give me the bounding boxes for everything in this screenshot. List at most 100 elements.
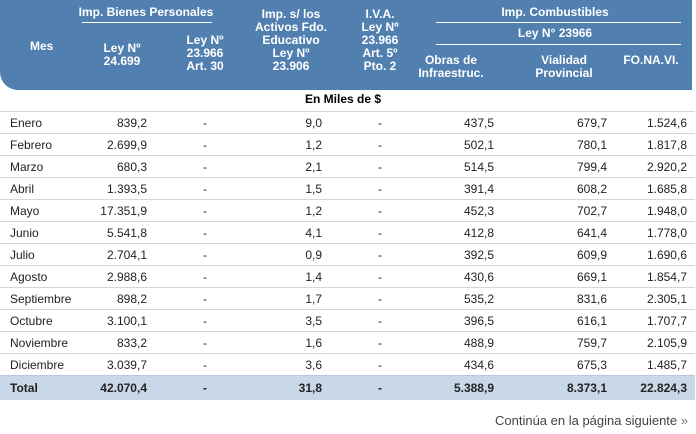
- table-row: Noviembre 833,2-1,6-488,9 759,7 2.105,9: [0, 331, 695, 354]
- table-row: Febrero 2.699,9-1,2-502,1 780,1 1.817,8: [0, 133, 695, 156]
- value-cell: 31,8: [255, 375, 330, 400]
- value-cell: -: [155, 265, 255, 288]
- month-cell: Octubre: [0, 309, 78, 332]
- value-cell: 42.070,4: [78, 375, 155, 400]
- value-cell: -: [330, 155, 430, 178]
- value-cell: 616,1: [502, 309, 615, 332]
- value-cell: 391,4: [430, 177, 502, 200]
- month-cell: Julio: [0, 243, 78, 266]
- value-cell: 1.817,8: [615, 133, 695, 156]
- value-cell: 0,9: [255, 243, 330, 266]
- header-activos: Imp. s/ los Activos Fdo. Educativo Ley Nº 23…: [254, 7, 328, 73]
- month-cell: Diciembre: [0, 353, 78, 376]
- divider: [436, 22, 681, 23]
- value-cell: -: [155, 243, 255, 266]
- value-cell: -: [330, 133, 430, 156]
- value-cell: 430,6: [430, 265, 502, 288]
- value-cell: -: [155, 221, 255, 244]
- header-obras: Obras de Infraestruc.: [418, 53, 484, 80]
- value-cell: 1,2: [255, 133, 330, 156]
- value-cell: 679,7: [502, 111, 615, 134]
- table-row: Septiembre 898,2-1,7-535,2 831,6 2.305,1: [0, 287, 695, 310]
- table-row: Mayo 17.351,9-1,2-452,3 702,7 1.948,0: [0, 199, 695, 222]
- double-chevron-right-icon: »: [680, 413, 688, 428]
- value-cell: -: [330, 375, 430, 400]
- value-cell: 1.485,7: [615, 353, 695, 376]
- value-cell: 3.039,7: [78, 353, 155, 376]
- value-cell: 675,3: [502, 353, 615, 376]
- header-bienes-ley1: Ley Nº 24.699: [103, 41, 141, 68]
- value-cell: -: [155, 375, 255, 400]
- value-cell: 2.704,1: [78, 243, 155, 266]
- value-cell: 898,2: [78, 287, 155, 310]
- month-cell: Junio: [0, 221, 78, 244]
- value-cell: 514,5: [430, 155, 502, 178]
- value-cell: -: [330, 287, 430, 310]
- value-cell: 3,6: [255, 353, 330, 376]
- month-cell: Septiembre: [0, 287, 78, 310]
- value-cell: -: [330, 331, 430, 354]
- value-cell: 1,5: [255, 177, 330, 200]
- table-row: Julio 2.704,1-0,9-392,5 609,9 1.690,6: [0, 243, 695, 266]
- value-cell: -: [155, 177, 255, 200]
- value-cell: 3.100,1: [78, 309, 155, 332]
- value-cell: -: [155, 331, 255, 354]
- value-cell: 833,2: [78, 331, 155, 354]
- value-cell: -: [330, 309, 430, 332]
- value-cell: 1.393,5: [78, 177, 155, 200]
- value-cell: 1.707,7: [615, 309, 695, 332]
- value-cell: 2.988,6: [78, 265, 155, 288]
- header-vialidad: Vialidad Provincial: [535, 53, 593, 80]
- month-cell: Enero: [0, 111, 78, 134]
- value-cell: -: [330, 177, 430, 200]
- month-cell: Abril: [0, 177, 78, 200]
- table-row: Abril 1.393,5-1,5-391,4 608,2 1.685,8: [0, 177, 695, 200]
- value-cell: 2.305,1: [615, 287, 695, 310]
- value-cell: 9,0: [255, 111, 330, 134]
- month-cell: Total: [0, 375, 78, 400]
- value-cell: -: [330, 199, 430, 222]
- continue-note: Continúa en la página siguiente »: [495, 413, 688, 428]
- value-cell: -: [155, 155, 255, 178]
- value-cell: 392,5: [430, 243, 502, 266]
- value-cell: 437,5: [430, 111, 502, 134]
- value-cell: 641,4: [502, 221, 615, 244]
- value-cell: 502,1: [430, 133, 502, 156]
- table-row: Diciembre 3.039,7-3,6-434,6 675,3 1.485,7: [0, 353, 695, 376]
- value-cell: 799,4: [502, 155, 615, 178]
- value-cell: 839,2: [78, 111, 155, 134]
- value-cell: 1.524,6: [615, 111, 695, 134]
- value-cell: 2.920,2: [615, 155, 695, 178]
- header-combustibles-ley: Ley N° 23966: [517, 26, 593, 40]
- value-cell: 1,6: [255, 331, 330, 354]
- value-cell: 680,3: [78, 155, 155, 178]
- value-cell: 22.824,3: [615, 375, 695, 400]
- value-cell: 1.690,6: [615, 243, 695, 266]
- value-cell: -: [155, 199, 255, 222]
- value-cell: -: [330, 265, 430, 288]
- value-cell: 1.854,7: [615, 265, 695, 288]
- table-row: Octubre 3.100,1-3,5-396,5 616,1 1.707,7: [0, 309, 695, 332]
- header-combustibles-group: Imp. Combustibles: [501, 5, 609, 19]
- value-cell: 1.948,0: [615, 199, 695, 222]
- value-cell: 2.699,9: [78, 133, 155, 156]
- value-cell: 412,8: [430, 221, 502, 244]
- table-row: Agosto 2.988,6-1,4-430,6 669,1 1.854,7: [0, 265, 695, 288]
- header-fonavi: FO.NA.VI.: [623, 53, 679, 67]
- value-cell: 434,6: [430, 353, 502, 376]
- value-cell: 8.373,1: [502, 375, 615, 400]
- header-mes: Mes: [30, 39, 54, 53]
- value-cell: 1,2: [255, 199, 330, 222]
- value-cell: 488,9: [430, 331, 502, 354]
- header-iva: I.V.A. Ley Nº 23.966 Art. 5º Pto. 2: [361, 7, 399, 73]
- value-cell: 1,7: [255, 287, 330, 310]
- value-cell: -: [155, 353, 255, 376]
- value-cell: 1,4: [255, 265, 330, 288]
- value-cell: 5.541,8: [78, 221, 155, 244]
- total-row: Total 42.070,4-31,8-5.388,9 8.373,1 22.824,…: [0, 375, 695, 400]
- value-cell: 452,3: [430, 199, 502, 222]
- value-cell: -: [155, 133, 255, 156]
- value-cell: -: [330, 243, 430, 266]
- value-cell: 669,1: [502, 265, 615, 288]
- month-cell: Mayo: [0, 199, 78, 222]
